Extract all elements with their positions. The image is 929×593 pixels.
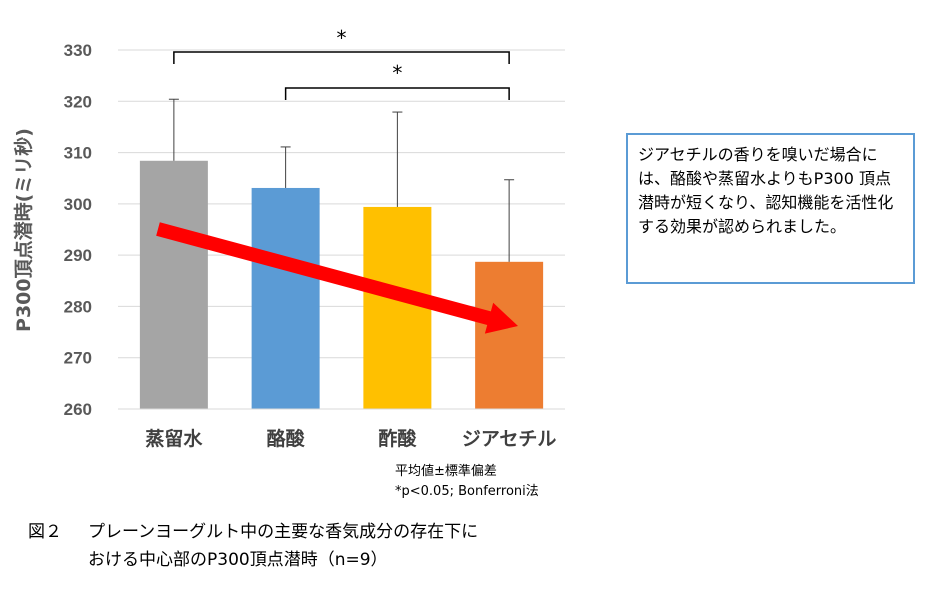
y-tick-label: 310 [64,144,92,163]
y-tick-label: 320 [64,92,92,111]
caption-line-1: プレーンヨーグルト中の主要な香気成分の存在下に [88,522,479,542]
y-axis-label: P300頂点潜時(ミリ秒) [12,128,35,332]
bar [139,160,208,409]
bar [363,206,432,409]
significance-marker: * [392,61,402,85]
bar [475,261,544,409]
trend-arrow-icon [156,222,518,334]
figure-number: 図２ [28,522,62,542]
note-line-1: 平均値±標準偏差 [395,464,497,479]
bar [251,187,320,409]
y-tick-label: 300 [64,195,92,214]
y-tick-label: 260 [64,400,92,419]
y-tick-label: 280 [64,297,92,316]
significance-bracket [284,87,510,100]
y-tick-label: 270 [64,349,92,368]
significance-marker: * [337,26,347,50]
y-tick-label: 330 [64,41,92,60]
x-tick-label: ジアセチル [462,428,557,450]
callout-box: ジアセチルの香りを嗅いだ場合には、酪酸や蒸留水よりもP300 頂点潜時が短くなり… [626,133,915,284]
significance-bracket [173,51,510,64]
x-tick-label: 蒸留水 [145,427,203,450]
note-line-2: *p<0.05; Bonferroni法 [395,484,539,499]
chart-note: 平均値±標準偏差 *p<0.05; Bonferroni法 [395,462,539,502]
x-tick-label: 酪酸 [267,427,306,450]
figure-caption: 図２ プレーンヨーグルト中の主要な香気成分の存在下に おける中心部のP300頂点潜… [28,518,478,574]
caption-line-2: おける中心部のP300頂点潜時（n=9） [88,550,388,570]
x-tick-label: 酢酸 [378,427,417,450]
y-tick-label: 290 [64,246,92,265]
